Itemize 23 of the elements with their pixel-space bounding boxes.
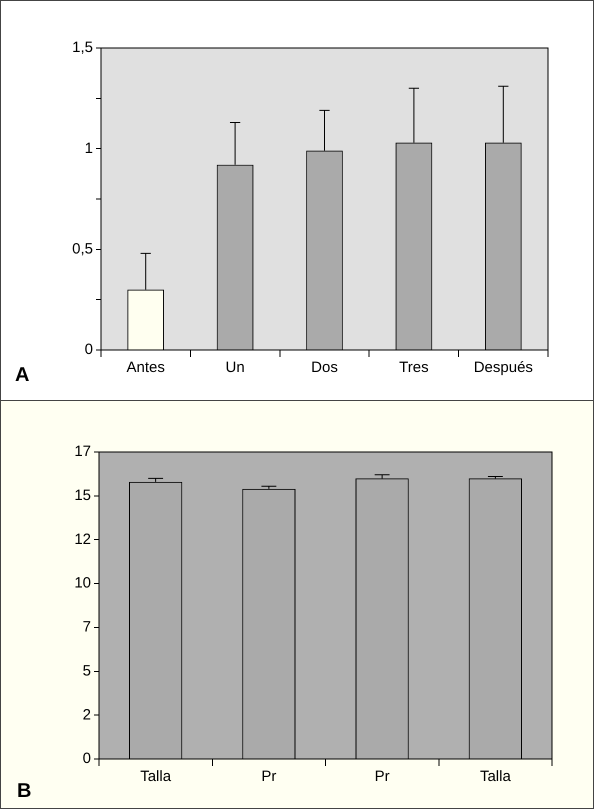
y-tick-label: 2 bbox=[82, 706, 91, 724]
x-tick-label: Tres bbox=[399, 359, 429, 376]
y-tick-label: 1 bbox=[84, 140, 93, 157]
y-tick-label: 15 bbox=[74, 487, 91, 504]
y-tick-label: 0,5 bbox=[72, 240, 93, 258]
y-tick-label: 0 bbox=[84, 341, 93, 358]
x-tick-label: Dos bbox=[311, 359, 338, 376]
y-tick-label: 12 bbox=[74, 530, 91, 548]
x-tick-label: Un bbox=[226, 359, 245, 376]
x-tick-label: Talla bbox=[480, 768, 512, 786]
y-tick-label: 0 bbox=[82, 750, 91, 768]
x-tick-label: Después bbox=[474, 359, 533, 376]
text: A bbox=[15, 364, 30, 386]
x-tick-label: Pr bbox=[261, 768, 276, 786]
x-tick-label: Pr bbox=[374, 768, 390, 786]
y-tick-label: 5 bbox=[82, 662, 91, 680]
y-tick-label: 17 bbox=[74, 443, 91, 460]
text: B bbox=[17, 780, 32, 802]
y-tick-label: 10 bbox=[74, 574, 91, 592]
x-tick-label: Talla bbox=[140, 768, 172, 786]
y-tick-label: 7 bbox=[82, 618, 91, 636]
y-tick-label: 1,5 bbox=[72, 39, 93, 56]
x-tick-label: Antes bbox=[126, 359, 165, 376]
